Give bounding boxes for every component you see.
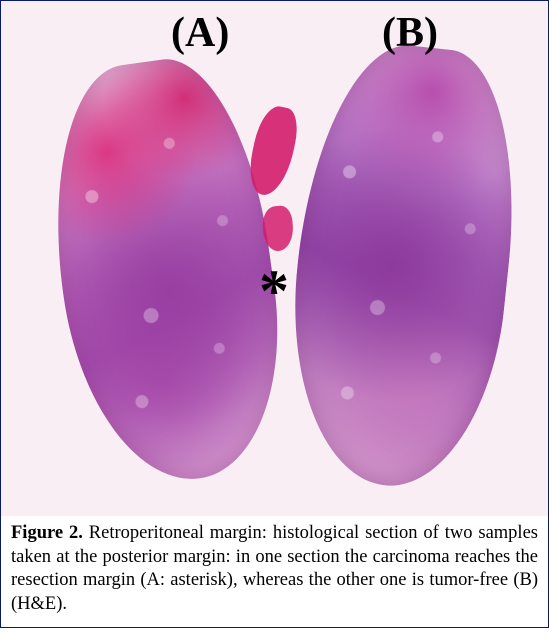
figure-caption-text: Retroperitoneal margin: histological sec… [11,523,538,614]
asterisk-marker: * [259,261,289,321]
figure-caption-label: Figure 2. [11,523,83,543]
histology-image: (A) (B) * [1,1,548,516]
figure-caption: Figure 2. Retroperitoneal margin: histol… [1,516,548,627]
tissue-texture [276,36,531,496]
stain-streak [244,103,302,199]
figure-container: (A) (B) * Figure 2. Retroperitoneal marg… [0,0,549,628]
tissue-sample-b [276,36,531,496]
panel-label-a: (A) [171,9,229,57]
panel-label-b: (B) [382,9,438,57]
